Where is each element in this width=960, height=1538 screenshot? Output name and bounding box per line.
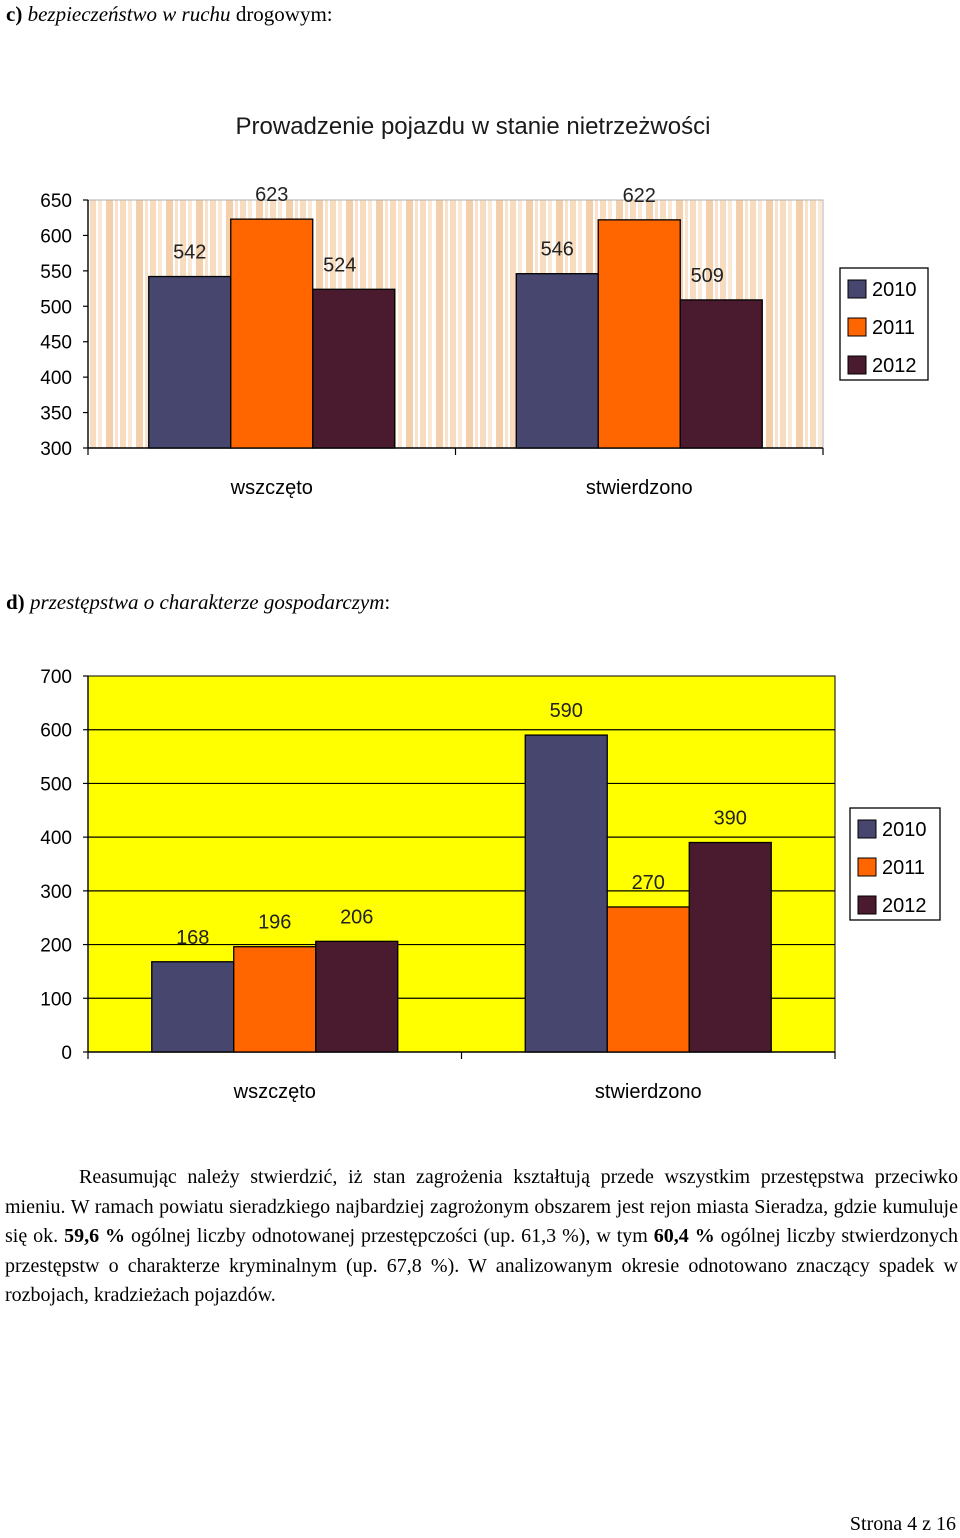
c2-data-label: 206	[340, 906, 373, 928]
c1-legend-swatch-2012	[847, 355, 867, 375]
section-c-heading: c) bezpieczeństwo w ruchu drogowym:	[6, 2, 333, 27]
c1-y-tick-label: 600	[40, 226, 72, 247]
c1-data-label: 509	[691, 265, 724, 287]
c1-y-tick-label: 350	[40, 404, 72, 425]
section-c-label: bezpieczeństwo w ruchu	[27, 2, 231, 26]
c1-bar-2012-1	[312, 288, 396, 449]
c2-bar-2011-2	[606, 906, 690, 1053]
summary-text-3: ogólnej liczby stwierdzonych przestępstw…	[5, 1225, 959, 1306]
section-d-label-rest: :	[384, 590, 391, 614]
c1-bar-2012-2	[679, 299, 763, 449]
c1-legend-label: 2010	[872, 279, 917, 301]
section-c-label-rest: drogowym:	[230, 2, 333, 26]
page-footer: Strona 4 z 16	[849, 1513, 956, 1535]
c1-legend-swatch-2010	[847, 279, 867, 299]
c1-bar-2010-2	[515, 273, 599, 449]
summary-text-2: ogólnej liczby odnotowanej przestępczośc…	[125, 1225, 654, 1247]
c2-legend-label: 2011	[882, 857, 925, 879]
c1-y-tick-label: 450	[40, 333, 72, 354]
c1-chart-title: Prowadzenie pojazdu w stanie nietrzeżwoś…	[236, 113, 711, 140]
c2-y-tick-label: 0	[61, 1043, 72, 1064]
section-d-heading: d) przestępstwa o charakterze gospodarcz…	[6, 590, 390, 615]
c2-data-label: 270	[632, 872, 665, 894]
c1-bar-2010-1	[148, 275, 232, 449]
c1-data-label: 524	[323, 254, 356, 276]
c1-y-tick-label: 500	[40, 297, 72, 318]
c2-y-tick-label: 700	[40, 667, 72, 688]
summary-text-1: Reasumując należy stwierdzić, iż stan za…	[5, 1166, 958, 1247]
c1-data-label: 622	[623, 185, 656, 207]
c1-bar-2011-1	[230, 218, 314, 449]
c1-data-label: 623	[255, 184, 288, 206]
summary-bold-2: 60,4 %	[653, 1225, 715, 1247]
c2-y-tick-label: 400	[40, 828, 72, 849]
summary-bold-1: 59,6 %	[64, 1225, 126, 1247]
c2-legend-swatch-2012	[857, 895, 877, 915]
c2-y-tick-label: 500	[40, 774, 72, 795]
c2-legend-label: 2012	[882, 895, 927, 917]
c1-y-tick-label: 400	[40, 368, 72, 389]
c2-bar-2011-1	[233, 946, 317, 1053]
c2-y-tick-label: 600	[40, 721, 72, 742]
c1-y-tick-label: 300	[40, 439, 72, 460]
c1-category-label: wszczęto	[230, 477, 313, 499]
c2-y-tick-label: 300	[40, 882, 72, 903]
c1-legend-swatch-2011	[847, 317, 867, 337]
c1-data-label: 546	[541, 239, 574, 261]
c2-category-label: stwierdzono	[595, 1081, 702, 1103]
c2-y-tick-label: 100	[40, 989, 72, 1010]
chart-drunk-driving: Prowadzenie pojazdu w stanie nietrzeżwoś…	[40, 113, 929, 499]
summary-paragraph: Reasumując należy stwierdzić, iż stan za…	[5, 1163, 958, 1311]
c2-data-label: 168	[176, 927, 209, 949]
c2-category-label: wszczęto	[233, 1081, 316, 1103]
section-d-letter: d)	[6, 590, 25, 614]
section-c-letter: c)	[6, 2, 23, 26]
c2-legend-swatch-2010	[857, 819, 877, 839]
chart-economic-crimes: 0 100 200 300 400 500 600 700 168 196 206 wszczęto 5…	[40, 667, 941, 1103]
c1-bar-2011-2	[597, 219, 681, 449]
c1-y-tick-label: 650	[40, 191, 72, 212]
c1-data-label: 542	[173, 242, 206, 264]
c2-legend-swatch-2011	[857, 857, 877, 877]
c1-legend-label: 2011	[872, 317, 915, 339]
c2-bar-2012-1	[315, 940, 399, 1053]
c2-data-label: 590	[550, 700, 583, 722]
c2-legend-label: 2010	[882, 819, 927, 841]
c2-bar-2012-2	[688, 841, 772, 1053]
c1-legend-label: 2012	[872, 355, 917, 377]
c1-y-tick-label: 550	[40, 262, 72, 283]
c2-bar-2010-1	[151, 961, 235, 1053]
c2-bar-2010-2	[524, 734, 608, 1053]
c1-category-label: stwierdzono	[586, 477, 693, 499]
c2-data-label: 196	[258, 912, 291, 934]
c2-data-label: 390	[714, 808, 747, 830]
section-d-label: przestępstwa o charakterze gospodarczym	[29, 590, 385, 614]
c2-y-tick-label: 200	[40, 936, 72, 957]
